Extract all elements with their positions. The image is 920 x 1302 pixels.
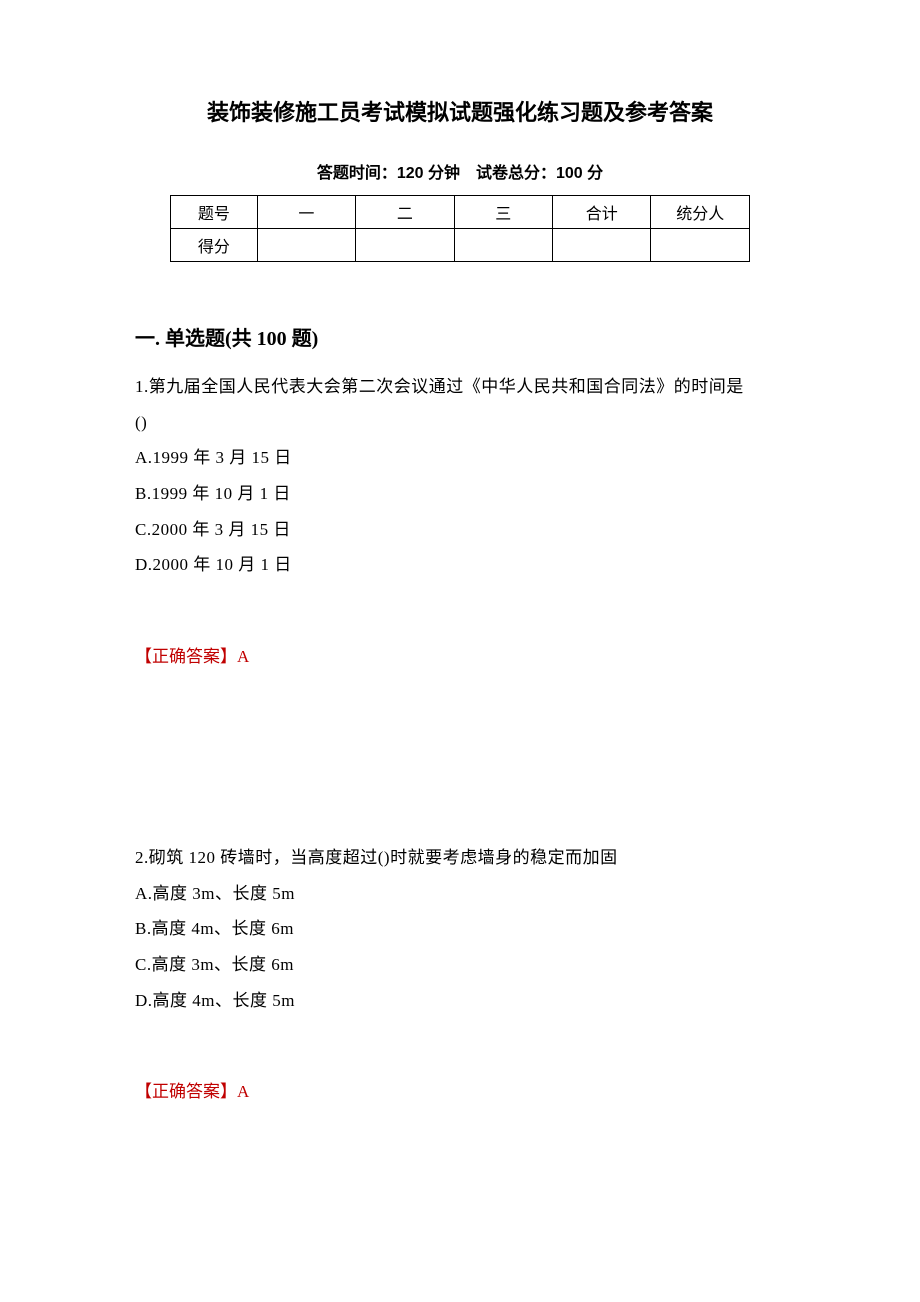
table-cell: 合计 <box>553 196 651 229</box>
question-option: A.1999 年 3 月 15 日 <box>135 440 785 476</box>
question-option: A.高度 3m、长度 5m <box>135 876 785 912</box>
question-stem: 1.第九届全国人民代表大会第二次会议通过《中华人民共和国合同法》的时间是 <box>135 369 785 405</box>
score-table: 题号 一 二 三 合计 统分人 得分 <box>170 195 750 262</box>
table-row: 得分 <box>171 229 750 262</box>
question-stem: 2.砌筑 120 砖墙时，当高度超过()时就要考虑墙身的稳定而加固 <box>135 840 785 876</box>
question-option: D.高度 4m、长度 5m <box>135 983 785 1019</box>
table-cell <box>454 229 552 262</box>
question-option: B.高度 4m、长度 6m <box>135 911 785 947</box>
question-option: B.1999 年 10 月 1 日 <box>135 476 785 512</box>
question-stem: () <box>135 405 785 441</box>
answer-label: 【正确答案】A <box>135 1074 785 1110</box>
table-cell: 得分 <box>171 229 258 262</box>
table-row: 题号 一 二 三 合计 统分人 <box>171 196 750 229</box>
table-cell: 二 <box>356 196 454 229</box>
question-option: C.高度 3m、长度 6m <box>135 947 785 983</box>
table-cell: 三 <box>454 196 552 229</box>
question-option: C.2000 年 3 月 15 日 <box>135 512 785 548</box>
answer-label: 【正确答案】A <box>135 639 785 675</box>
exam-info: 答题时间：120 分钟 试卷总分：100 分 <box>135 159 785 183</box>
table-cell <box>356 229 454 262</box>
question-block: 1.第九届全国人民代表大会第二次会议通过《中华人民共和国合同法》的时间是 () … <box>135 369 785 583</box>
question-block: 2.砌筑 120 砖墙时，当高度超过()时就要考虑墙身的稳定而加固 A.高度 3… <box>135 840 785 1018</box>
table-cell <box>651 229 750 262</box>
document-title: 装饰装修施工员考试模拟试题强化练习题及参考答案 <box>135 95 785 127</box>
question-option: D.2000 年 10 月 1 日 <box>135 547 785 583</box>
section-heading: 一. 单选题(共 100 题) <box>135 322 785 351</box>
table-cell: 统分人 <box>651 196 750 229</box>
table-cell: 题号 <box>171 196 258 229</box>
table-cell <box>257 229 355 262</box>
table-cell: 一 <box>257 196 355 229</box>
table-cell <box>553 229 651 262</box>
